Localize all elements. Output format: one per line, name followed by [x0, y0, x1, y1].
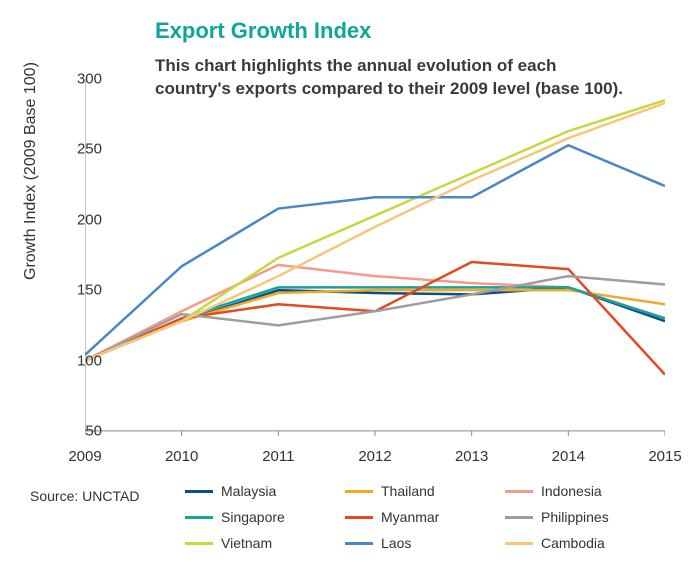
- source-label: Source: UNCTAD: [30, 488, 139, 504]
- y-tick-label: 50: [62, 422, 102, 439]
- legend-label: Cambodia: [541, 535, 605, 551]
- legend-swatch: [505, 542, 533, 545]
- legend-swatch: [185, 542, 213, 545]
- legend-swatch: [185, 516, 213, 519]
- legend-item-myanmar: Myanmar: [345, 504, 505, 530]
- legend-item-singapore: Singapore: [185, 504, 345, 530]
- legend-label: Thailand: [381, 483, 435, 499]
- y-tick-label: 100: [62, 352, 102, 369]
- legend-swatch: [505, 516, 533, 519]
- legend-label: Myanmar: [381, 509, 439, 525]
- x-tick-label: 2010: [165, 448, 198, 465]
- y-axis-label: Growth Index (2009 Base 100): [22, 62, 40, 280]
- x-tick-label: 2012: [358, 448, 391, 465]
- legend-item-philippines: Philippines: [505, 504, 665, 530]
- plot-area: [85, 65, 665, 445]
- legend-swatch: [345, 490, 373, 493]
- legend-label: Indonesia: [541, 483, 602, 499]
- legend-swatch: [345, 516, 373, 519]
- y-tick-label: 250: [62, 141, 102, 158]
- legend-label: Malaysia: [221, 483, 276, 499]
- legend-item-laos: Laos: [345, 530, 505, 556]
- legend-label: Vietnam: [221, 535, 272, 551]
- legend-label: Philippines: [541, 509, 609, 525]
- legend-label: Laos: [381, 535, 411, 551]
- legend-swatch: [505, 490, 533, 493]
- legend-swatch: [345, 542, 373, 545]
- chart-container: { "chart": { "type": "line", "title": "E…: [0, 0, 690, 565]
- legend-item-malaysia: Malaysia: [185, 478, 345, 504]
- x-tick-label: 2011: [262, 448, 294, 465]
- legend-label: Singapore: [221, 509, 285, 525]
- x-tick-label: 2013: [455, 448, 488, 465]
- series-philippines: [85, 276, 665, 360]
- y-tick-label: 200: [62, 211, 102, 228]
- x-tick-label: 2009: [68, 448, 101, 465]
- legend-item-cambodia: Cambodia: [505, 530, 665, 556]
- x-tick-label: 2014: [552, 448, 585, 465]
- chart-title: Export Growth Index: [155, 18, 371, 44]
- legend-item-vietnam: Vietnam: [185, 530, 345, 556]
- legend-item-thailand: Thailand: [345, 478, 505, 504]
- y-tick-label: 150: [62, 282, 102, 299]
- x-tick-label: 2015: [648, 448, 681, 465]
- y-tick-label: 300: [62, 71, 102, 88]
- legend-item-indonesia: Indonesia: [505, 478, 665, 504]
- legend: Malaysia Thailand Indonesia Singapore Myanma…: [185, 478, 685, 556]
- legend-swatch: [185, 490, 213, 493]
